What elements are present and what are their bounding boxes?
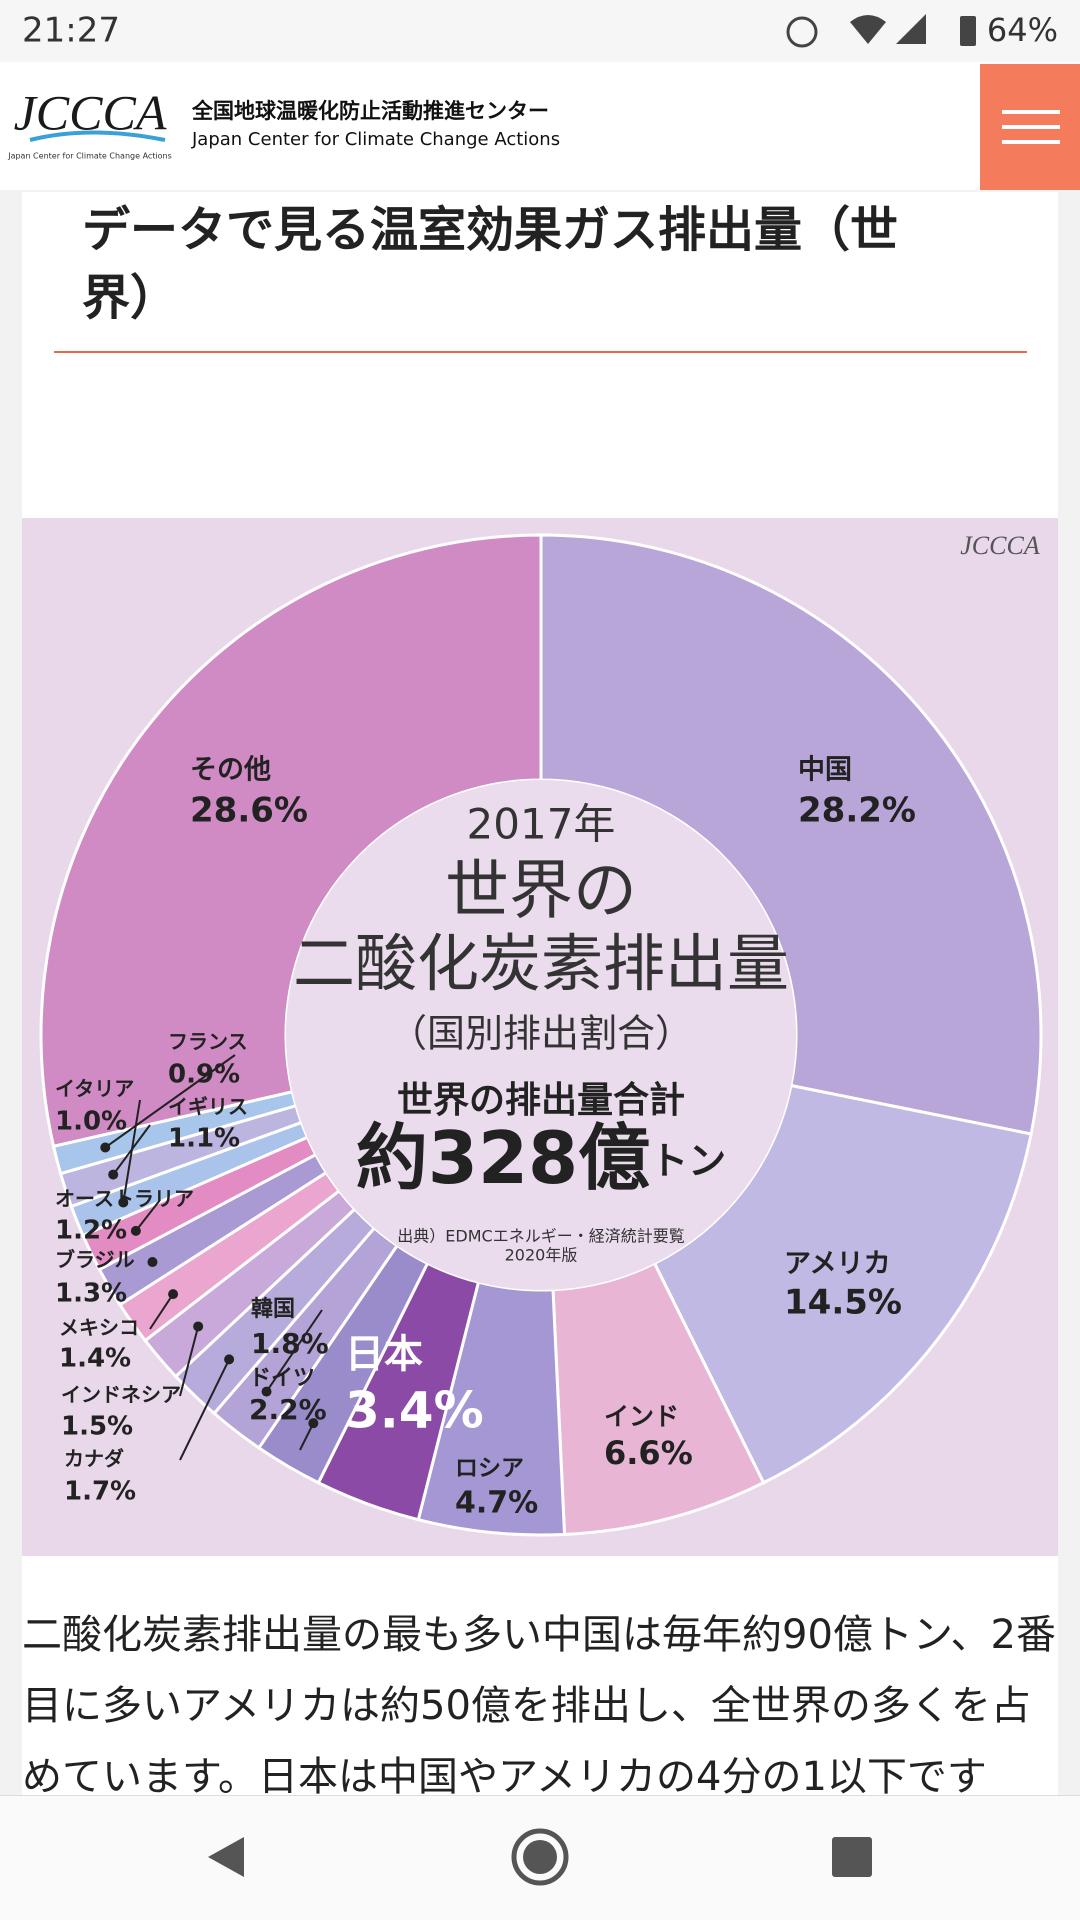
menu-button[interactable] xyxy=(980,64,1080,190)
slice-value: 1.4% xyxy=(59,1344,131,1374)
slice-name: 中国 xyxy=(798,755,852,786)
menu-bar xyxy=(1002,125,1060,129)
center-title: 二酸化炭素排出量 xyxy=(293,927,789,1000)
page-title: データで見る温室効果ガス排出量（世界） xyxy=(82,202,899,326)
home-dot xyxy=(523,1840,557,1874)
status-icons xyxy=(786,14,976,48)
slice-name: インドネシア xyxy=(61,1383,181,1407)
total: 約328億トン xyxy=(356,1116,726,1200)
slice-value: 1.0% xyxy=(55,1107,127,1137)
slice-name: 日本 xyxy=(345,1333,423,1378)
logo-swoosh xyxy=(29,130,166,142)
leader-dot xyxy=(118,1197,129,1208)
total-value: 約328億 xyxy=(356,1116,650,1200)
leader-line xyxy=(179,1326,200,1397)
menu-bar xyxy=(1002,110,1060,114)
leader-line xyxy=(265,1309,323,1393)
slice-value: 6.6% xyxy=(604,1434,693,1472)
source: 出典）EDMCエネルギー・経済統計要覧 xyxy=(397,1227,684,1246)
slice-name: アメリカ xyxy=(784,1249,891,1280)
leader-dot xyxy=(308,1418,319,1429)
slice-value: 0.9% xyxy=(168,1060,240,1090)
labels: 中国28.2%アメリカ14.5%インド6.6%ロシア4.7%日本3.4%ドイツ2… xyxy=(55,755,916,1521)
center-year: 2017年 xyxy=(467,800,616,849)
leader-line xyxy=(135,1199,161,1232)
header xyxy=(0,62,1080,190)
home-button[interactable] xyxy=(511,1828,569,1886)
center-title: 世界の xyxy=(445,855,637,929)
status-bar xyxy=(0,0,1080,62)
source: 2020年版 xyxy=(505,1246,578,1265)
leader-dot xyxy=(130,1225,141,1236)
slice-value: 1.8% xyxy=(251,1327,329,1360)
slice-name: イタリア xyxy=(55,1077,134,1101)
slice-name: フランス xyxy=(168,1030,248,1054)
leader-dot xyxy=(168,1289,179,1300)
back-button[interactable] xyxy=(208,1837,244,1877)
leader-dot xyxy=(261,1386,272,1397)
battery-level: 64% xyxy=(987,11,1058,49)
slice-name: イギリス xyxy=(168,1095,248,1119)
slice-value: 4.7% xyxy=(455,1486,538,1521)
leader-dot xyxy=(224,1354,235,1365)
leader-dot xyxy=(193,1321,204,1332)
slice-value: 1.5% xyxy=(61,1412,133,1442)
logo-caption: Japan Center for Climate Change Actions xyxy=(7,152,172,161)
slice-value: 1.1% xyxy=(168,1124,240,1154)
donut-hole xyxy=(286,780,796,1290)
slice-name: その他 xyxy=(190,755,271,786)
slice-value: 3.4% xyxy=(345,1382,484,1440)
slice-value: 1.3% xyxy=(55,1279,127,1309)
leader-dot xyxy=(108,1169,119,1180)
chart-logo: JCCCA xyxy=(960,531,1040,560)
slice-name: メキシコ xyxy=(59,1316,139,1340)
slice-value: 14.5% xyxy=(784,1283,902,1323)
leader-dot xyxy=(100,1142,111,1153)
leader-line xyxy=(179,1358,231,1461)
leader-line xyxy=(149,1293,174,1330)
body-text: 二酸化炭素排出量の最も多い中国は毎年約90億トン、2番目に多いアメリカは約50億… xyxy=(22,1612,1056,1800)
main-view: 21:27 64% JCCCA Japan Center for Climate… xyxy=(0,0,1080,1795)
slice-value: 1.2% xyxy=(55,1216,127,1246)
slice-name: カナダ xyxy=(64,1447,124,1471)
recents-button[interactable] xyxy=(832,1837,872,1877)
slice-name: 韓国 xyxy=(251,1296,295,1322)
total-unit: トン xyxy=(650,1139,726,1183)
total-label: 世界の排出量合計 xyxy=(397,1080,685,1121)
slice-name: ロシア xyxy=(455,1456,524,1482)
site-name: 全国地球温暖化防止活動推進センター xyxy=(191,99,549,123)
site-name-en: Japan Center for Climate Change Actions xyxy=(191,129,560,150)
center-subtitle: （国別排出割合） xyxy=(389,1012,693,1056)
slice-name: インド xyxy=(604,1402,679,1431)
slice-name: ブラジル xyxy=(55,1248,135,1272)
slice-value: 28.6% xyxy=(190,791,308,831)
menu-bar xyxy=(1002,140,1060,144)
leader-line xyxy=(112,1124,151,1176)
clock: 21:27 xyxy=(22,11,120,51)
slice-value: 28.2% xyxy=(798,791,916,831)
nav-bar xyxy=(0,1795,1080,1920)
slice-value: 1.7% xyxy=(64,1477,136,1507)
leader-dot xyxy=(147,1257,158,1268)
leader-line xyxy=(104,1054,236,1149)
